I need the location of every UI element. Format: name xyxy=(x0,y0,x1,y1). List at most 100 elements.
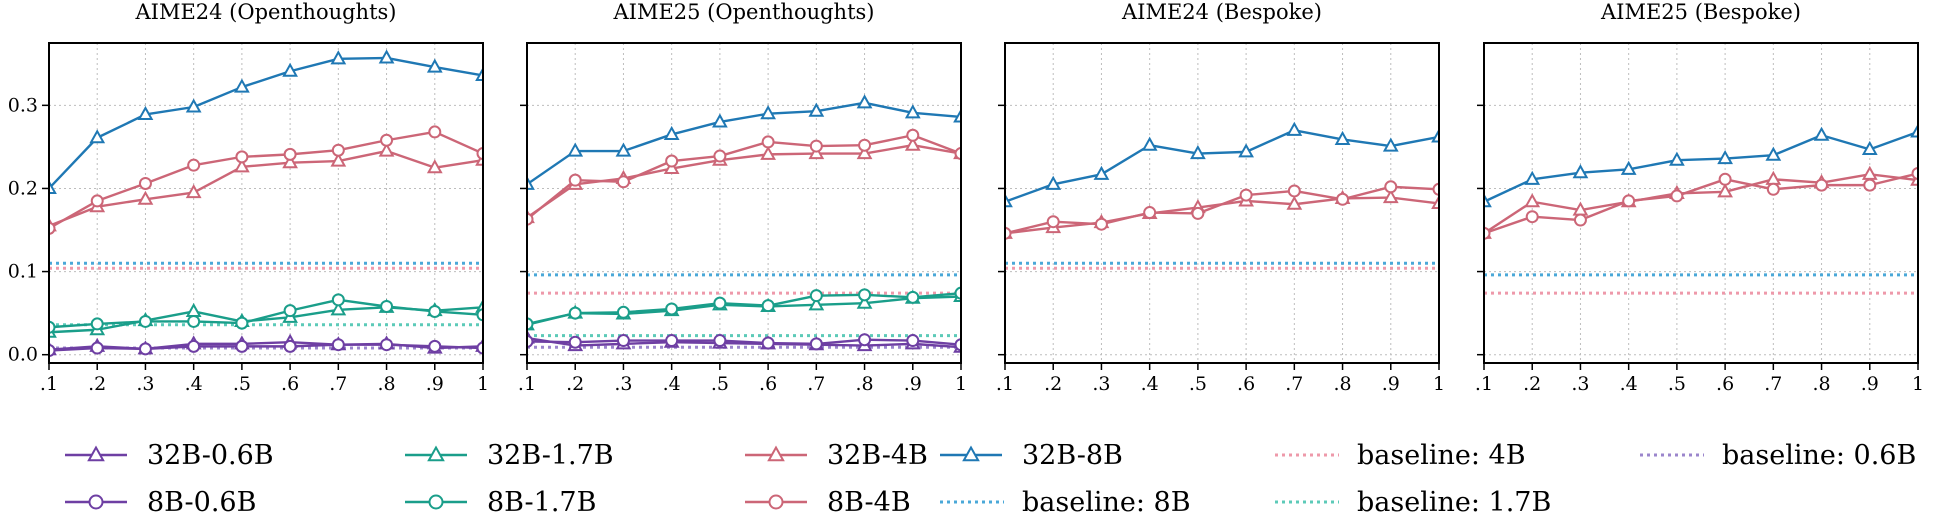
legend-label: 32B-0.6B xyxy=(147,440,274,471)
data-point xyxy=(90,341,104,355)
legend-entry-8b-4b: 8B-4B xyxy=(745,487,911,518)
data-point xyxy=(615,142,632,157)
x-tick-label: .1 xyxy=(40,373,58,395)
series-line-32b-1-7b xyxy=(49,306,483,334)
data-point xyxy=(1717,149,1733,165)
data-point xyxy=(663,159,680,175)
data-point xyxy=(904,104,921,119)
data-point xyxy=(1384,180,1398,194)
x-tick-label: .9 xyxy=(1382,373,1400,395)
data-point xyxy=(235,339,249,353)
data-point xyxy=(1045,175,1062,190)
data-point xyxy=(713,296,727,310)
x-tick-label: .9 xyxy=(426,373,444,395)
data-point xyxy=(1336,192,1350,206)
data-point xyxy=(330,301,347,316)
plot-frame xyxy=(1004,42,1440,364)
data-point xyxy=(1861,140,1878,155)
data-point xyxy=(1765,170,1782,185)
data-point xyxy=(1046,215,1060,229)
y-axis: 0.0 0.1 0.2 0.3 xyxy=(8,94,49,366)
legend-entry-baseline-8b: baseline: 8B xyxy=(940,487,1191,518)
data-point xyxy=(49,320,56,334)
data-point xyxy=(1572,164,1589,179)
x-tick-label: .3 xyxy=(614,373,632,395)
legend-label: baseline: 0.6B xyxy=(1722,440,1916,471)
data-point xyxy=(235,316,249,330)
data-point xyxy=(809,289,823,303)
legend-marker xyxy=(427,445,445,462)
x-tick-label: .1 xyxy=(518,373,536,395)
y-tick-label: 0.2 xyxy=(8,177,38,199)
data-point xyxy=(904,136,921,151)
data-point xyxy=(1863,178,1877,192)
legend-label: baseline: 1.7B xyxy=(1357,487,1551,518)
x-tick-label: .2 xyxy=(88,373,106,395)
data-point xyxy=(1765,146,1782,161)
y-axis xyxy=(998,104,1005,356)
data-point xyxy=(1484,193,1492,208)
panel-title: AIME25 (Openthoughts) xyxy=(612,0,874,24)
legend-label: 8B-1.7B xyxy=(487,487,596,518)
x-tick-label: 1 xyxy=(1912,373,1924,395)
data-point xyxy=(1432,182,1439,196)
x-tick-label: .3 xyxy=(1571,373,1589,395)
panel-title: AIME25 (Bespoke) xyxy=(1600,0,1801,24)
data-point xyxy=(282,154,298,169)
x-tick-label: 1 xyxy=(1433,373,1445,395)
data-point xyxy=(858,138,872,152)
legend-marker xyxy=(962,445,980,462)
legend: 32B-0.6B 8B-0.6B 32B-1.7B 8B-1.7B 32B-4B 8B-4… xyxy=(65,440,1916,518)
data-point xyxy=(380,133,394,147)
series-line-32b-1-7b xyxy=(527,295,961,326)
legend-marker xyxy=(88,494,104,510)
legend-marker xyxy=(768,494,784,510)
data-layer xyxy=(527,94,961,353)
data-point xyxy=(568,306,582,320)
data-point xyxy=(1286,121,1303,136)
legend-entry-32b-1-7b: 32B-1.7B xyxy=(405,440,614,471)
data-point xyxy=(138,314,152,328)
data-point xyxy=(283,339,297,353)
data-point xyxy=(1334,130,1351,145)
legend-marker xyxy=(767,445,785,462)
series-line-8b-4b xyxy=(1484,172,1918,235)
data-point xyxy=(1670,189,1684,203)
data-point xyxy=(1525,210,1539,224)
x-axis: .1 .2 .3 .4 .5 .6 .7 .8 .9 1 xyxy=(996,363,1445,395)
data-point xyxy=(137,105,154,121)
data-point xyxy=(906,128,920,142)
data-point xyxy=(953,108,961,123)
data-point xyxy=(1911,166,1918,180)
series-line-32b-4b xyxy=(1005,196,1439,235)
data-point xyxy=(808,102,825,117)
x-tick-label: .9 xyxy=(904,373,922,395)
legend-entry-baseline-4b: baseline: 4B xyxy=(1275,440,1526,471)
data-point xyxy=(1382,137,1399,152)
legend-label: 32B-4B xyxy=(827,440,928,471)
series-8b-1-7b xyxy=(527,286,961,331)
legend-marker xyxy=(87,445,105,462)
data-point xyxy=(616,175,630,189)
series-32b-8b xyxy=(1484,123,1918,208)
data-point xyxy=(712,113,728,128)
data-point xyxy=(761,299,775,313)
x-tick-label: .1 xyxy=(1475,373,1493,395)
legend-entry-32b-8b: 32B-8B xyxy=(940,440,1123,471)
series-8b-0-6b xyxy=(49,338,483,358)
data-point xyxy=(1484,226,1491,240)
data-point xyxy=(527,334,534,348)
panel-title: AIME24 (Openthoughts) xyxy=(134,0,396,24)
data-point xyxy=(331,293,345,307)
data-layer xyxy=(49,49,483,358)
data-point xyxy=(138,342,152,356)
data-point xyxy=(1620,160,1637,175)
panel-4: AIME25 (Bespoke) .1 .2 .3 .4 .5 .6 .7 .8 .9 1 xyxy=(1475,0,1924,395)
data-point xyxy=(1717,183,1733,198)
legend-entry-8b-1-7b: 8B-1.7B xyxy=(405,487,596,518)
data-point xyxy=(428,304,442,318)
data-point xyxy=(185,184,202,199)
data-point xyxy=(1622,194,1636,208)
plot-frame xyxy=(526,42,962,364)
